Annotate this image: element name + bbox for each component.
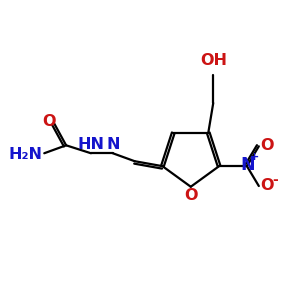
Text: -: - [272, 173, 278, 187]
Text: O: O [260, 138, 274, 153]
Text: N: N [241, 156, 255, 174]
Text: HN: HN [77, 137, 104, 152]
Text: O: O [184, 188, 197, 203]
Text: OH: OH [201, 53, 228, 68]
Text: N: N [106, 137, 119, 152]
Text: +: + [250, 152, 260, 162]
Text: H₂N: H₂N [8, 147, 42, 162]
Text: O: O [260, 178, 274, 193]
Text: O: O [43, 114, 56, 129]
